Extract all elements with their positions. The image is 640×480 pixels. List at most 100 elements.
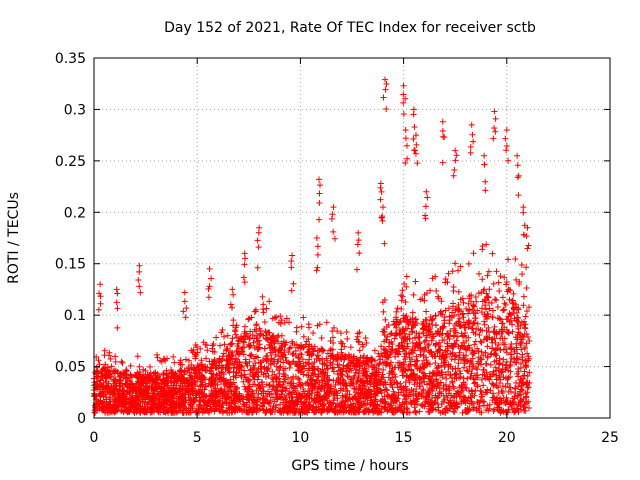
data-point xyxy=(351,362,358,369)
data-point xyxy=(414,372,421,379)
data-point xyxy=(273,313,280,320)
data-point xyxy=(181,394,188,401)
data-point xyxy=(498,320,505,327)
data-point xyxy=(322,369,329,376)
data-point xyxy=(429,388,436,395)
data-point xyxy=(392,398,399,405)
data-point xyxy=(409,309,416,316)
data-point xyxy=(212,390,219,397)
data-point xyxy=(192,342,199,349)
data-point xyxy=(461,357,468,364)
data-point xyxy=(114,324,121,331)
data-point xyxy=(136,262,143,269)
data-point xyxy=(438,308,445,315)
data-point xyxy=(117,372,124,379)
data-point xyxy=(205,286,212,293)
data-point xyxy=(461,332,468,339)
data-point xyxy=(408,367,415,374)
data-point xyxy=(429,275,436,282)
data-point xyxy=(294,362,301,369)
data-point xyxy=(266,344,273,351)
data-point xyxy=(450,172,457,179)
data-point xyxy=(141,376,148,383)
data-point xyxy=(139,394,146,401)
data-point xyxy=(270,378,277,385)
data-point xyxy=(197,345,204,352)
data-point xyxy=(254,354,261,361)
data-point xyxy=(185,357,192,364)
data-point xyxy=(305,361,312,368)
data-point xyxy=(119,359,126,366)
data-point xyxy=(515,304,522,311)
data-point xyxy=(412,407,419,414)
data-point xyxy=(181,298,188,305)
data-point xyxy=(215,365,222,372)
data-point xyxy=(137,289,144,296)
data-point xyxy=(260,400,267,407)
data-point xyxy=(356,339,363,346)
data-point xyxy=(334,395,341,402)
data-point xyxy=(290,373,297,380)
data-point xyxy=(406,354,413,361)
data-point xyxy=(381,338,388,345)
data-point xyxy=(424,194,431,201)
data-point xyxy=(518,339,525,346)
data-point xyxy=(398,404,405,411)
data-point xyxy=(212,376,219,383)
data-point xyxy=(159,388,166,395)
data-point xyxy=(148,396,155,403)
data-point xyxy=(503,349,510,356)
data-point xyxy=(460,314,467,321)
data-point xyxy=(428,349,435,356)
data-point xyxy=(440,352,447,359)
data-point xyxy=(215,398,222,405)
data-point xyxy=(311,359,318,366)
data-point xyxy=(450,288,457,295)
data-point xyxy=(492,396,499,403)
data-point xyxy=(378,387,385,394)
data-point xyxy=(298,399,305,406)
data-point xyxy=(482,349,489,356)
data-point xyxy=(444,330,451,337)
data-point xyxy=(223,362,230,369)
data-point xyxy=(422,203,429,210)
data-point xyxy=(182,314,189,321)
data-point xyxy=(206,409,213,416)
data-point xyxy=(323,355,330,362)
data-point xyxy=(254,407,261,414)
data-point xyxy=(118,358,125,365)
data-point xyxy=(364,380,371,387)
data-point xyxy=(507,384,514,391)
data-point xyxy=(305,406,312,413)
data-point xyxy=(392,373,399,380)
data-point xyxy=(500,409,507,416)
data-point xyxy=(444,279,451,286)
data-point xyxy=(266,399,273,406)
data-point xyxy=(452,329,459,336)
data-point xyxy=(406,362,413,369)
data-point xyxy=(414,395,421,402)
data-point xyxy=(402,95,409,102)
data-point xyxy=(493,297,500,304)
data-point xyxy=(481,161,488,168)
data-point xyxy=(183,305,190,312)
data-point xyxy=(460,299,467,306)
data-point xyxy=(349,381,356,388)
data-point xyxy=(295,354,302,361)
data-point xyxy=(134,378,141,385)
data-point xyxy=(114,305,121,312)
data-point xyxy=(226,405,233,412)
data-point xyxy=(254,237,261,244)
data-point xyxy=(122,404,129,411)
data-point xyxy=(474,399,481,406)
data-point xyxy=(404,343,411,350)
data-point xyxy=(448,355,455,362)
data-point xyxy=(423,188,430,195)
data-point xyxy=(496,288,503,295)
data-point xyxy=(337,387,344,394)
data-point xyxy=(264,367,271,374)
data-point xyxy=(520,231,527,238)
data-point xyxy=(459,387,466,394)
data-point xyxy=(282,399,289,406)
data-point xyxy=(387,351,394,358)
